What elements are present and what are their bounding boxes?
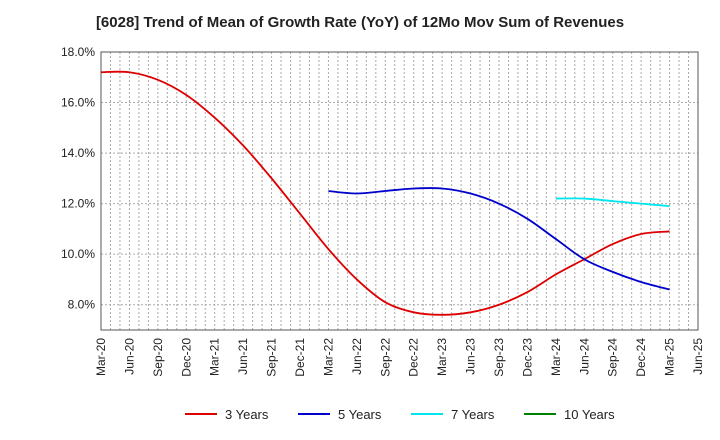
series-line-3-years [100, 70, 670, 316]
x-tick-label: Sep-24 [606, 338, 620, 377]
x-tick-label: Mar-24 [549, 338, 563, 376]
x-tick-label: Sep-22 [378, 338, 392, 377]
legend: 3 Years 5 Years 7 Years 10 Years [185, 407, 615, 422]
x-tick-label: Jun-24 [577, 338, 591, 375]
x-tick-label: Dec-21 [293, 338, 307, 377]
chart-title: [6028] Trend of Mean of Growth Rate (YoY… [95, 14, 625, 31]
y-tick-label: 12.0% [61, 197, 95, 211]
x-tick-label: Sep-20 [151, 338, 165, 377]
x-tick-label: Mar-20 [94, 338, 108, 376]
legend-label-3-years: 3 Years [225, 407, 269, 422]
x-tick-label: Jun-22 [350, 338, 364, 375]
y-tick-label: 14.0% [61, 146, 95, 160]
y-tick-label: 18.0% [61, 45, 95, 59]
x-axis: Mar-20 Jun-20 Sep-20 Dec-20 Mar-21 Jun-21 Sep-… [94, 338, 705, 377]
series-line-5-years [328, 187, 670, 291]
x-tick-label: Mar-23 [435, 338, 449, 376]
x-tick-label: Mar-22 [321, 338, 335, 376]
x-tick-label: Mar-25 [663, 338, 677, 376]
x-tick-label: Dec-20 [179, 338, 193, 377]
plot-frame [100, 51, 699, 331]
legend-label-10-years: 10 Years [564, 407, 615, 422]
x-tick-label: Dec-24 [634, 338, 648, 377]
x-tick-label: Jun-23 [464, 338, 478, 375]
x-tick-label: Mar-21 [208, 338, 222, 376]
x-tick-label: Sep-23 [492, 338, 506, 377]
x-tick-label: Sep-21 [265, 338, 279, 377]
x-tick-label: Jun-25 [691, 338, 705, 375]
series-lines [100, 70, 670, 316]
series-line-7-years [555, 197, 670, 208]
y-axis: 8.0% 10.0% 12.0% 14.0% 16.0% 18.0% [61, 45, 95, 312]
x-tick-label: Dec-22 [407, 338, 421, 377]
y-tick-label: 8.0% [68, 298, 96, 312]
x-tick-label: Dec-23 [520, 338, 534, 377]
x-tick-label: Jun-20 [122, 338, 136, 375]
y-tick-label: 16.0% [61, 96, 95, 110]
y-tick-label: 10.0% [61, 247, 95, 261]
legend-label-7-years: 7 Years [451, 407, 495, 422]
grid [101, 51, 698, 330]
legend-label-5-years: 5 Years [338, 407, 382, 422]
x-tick-label: Jun-21 [236, 338, 250, 375]
